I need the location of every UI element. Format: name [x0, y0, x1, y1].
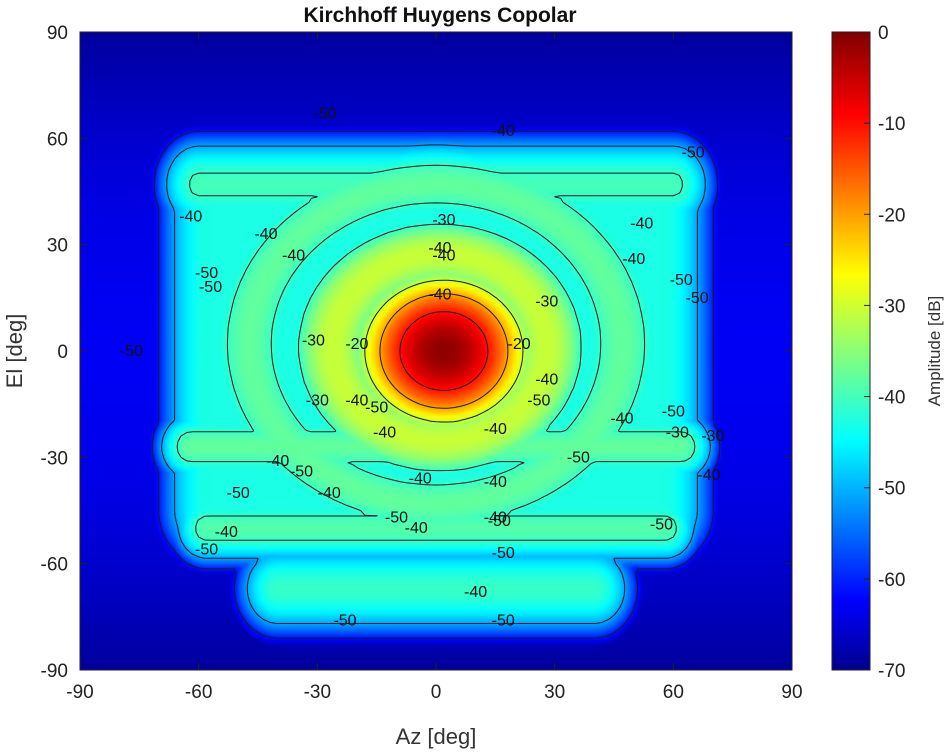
contour-label: -40: [484, 474, 507, 491]
colorbar-tick-label: -10: [878, 114, 905, 135]
contour-label: -50: [195, 541, 218, 558]
colorbar-ticks: 0 -10 -20 -30 -40 -50 -60 -70: [864, 23, 905, 682]
contour-label: -40: [254, 226, 277, 243]
x-tick-label: 0: [431, 682, 442, 703]
y-tick-label: 90: [47, 23, 68, 44]
contour-label: -40: [409, 471, 432, 488]
y-tick-label: 0: [57, 342, 68, 363]
x-tick-label: 90: [781, 682, 802, 703]
contour-lines: [151, 130, 721, 639]
contour-labels: -50-40-50-40-40-40-30-40-40-40-40-50-50-…: [120, 106, 725, 630]
x-tick-label: 60: [663, 682, 684, 703]
contour-line: [151, 130, 721, 639]
contour-label: -40: [373, 425, 396, 442]
contour-label: -50: [120, 343, 143, 360]
x-axis-ticks: -90 -60 -30 0 30 60 90: [66, 32, 803, 703]
contour-label: -40: [215, 524, 238, 541]
heatmap-image: [80, 32, 792, 670]
contour-label: -30: [302, 332, 325, 349]
contour-label: -30: [432, 212, 455, 229]
contour-label: -50: [670, 272, 693, 289]
contour-label: -30: [701, 428, 724, 445]
y-tick-label: 60: [47, 129, 68, 150]
contour-label: -50: [662, 403, 685, 420]
contour-label: -40: [405, 520, 428, 537]
contour-label: -50: [314, 106, 337, 123]
contour-label: -40: [432, 247, 455, 264]
x-axis-label: Az [deg]: [396, 724, 477, 749]
colorbar-tick-label: -70: [878, 661, 905, 682]
contour-line: [379, 293, 509, 409]
contour-label: -40: [630, 215, 653, 232]
y-axis-label: El [deg]: [2, 314, 27, 389]
contour-label: -30: [666, 425, 689, 442]
contour-label: -40: [622, 251, 645, 268]
plot-area: -50-40-50-40-40-40-30-40-40-40-40-50-50-…: [79, 31, 793, 671]
contour-label: -40: [428, 286, 451, 303]
contour-label: -20: [345, 336, 368, 353]
colorbar: 0 -10 -20 -30 -40 -50 -60 -70 Amplitude [dB]: [831, 23, 944, 682]
contour-label: -30: [306, 393, 329, 410]
colorbar-tick-label: -30: [878, 296, 905, 317]
contour-label: -40: [345, 393, 368, 410]
contour-label: -30: [535, 293, 558, 310]
y-tick-label: 30: [47, 236, 68, 257]
contour-line: [176, 164, 696, 541]
colorbar-label: Amplitude [dB]: [925, 296, 944, 407]
x-tick-label: -90: [66, 682, 93, 703]
contour-line: [399, 311, 489, 391]
y-axis-ticks: 90 60 30 0 -30 -60 -90: [41, 23, 792, 682]
contour-label: -50: [682, 145, 705, 162]
contour-label: -50: [333, 612, 356, 629]
contour-label: -40: [610, 410, 633, 427]
y-tick-label: -30: [41, 448, 68, 469]
contour-label: -50: [227, 485, 250, 502]
contour-label: -50: [686, 290, 709, 307]
contour-label: -50: [492, 545, 515, 562]
contour-label: -40: [492, 123, 515, 140]
contour-label: -40: [697, 467, 720, 484]
colorbar-tick-label: 0: [878, 23, 889, 44]
x-tick-label: 30: [544, 682, 565, 703]
contour-line: [161, 144, 711, 624]
contour-line: [364, 279, 524, 423]
colorbar-tick-label: -50: [878, 479, 905, 500]
chart-title: Kirchhoff Huygens Copolar: [303, 4, 576, 27]
contour-label: -40: [428, 240, 451, 257]
contour-label: -50: [492, 612, 515, 629]
contour-label: -40: [266, 453, 289, 470]
colorbar-gradient: [831, 31, 871, 671]
contour-label: -50: [195, 265, 218, 282]
x-tick-label: -60: [185, 682, 212, 703]
contour-label: -40: [484, 421, 507, 438]
contour-label: -50: [567, 449, 590, 466]
contour-label: -50: [365, 400, 388, 417]
contour-label: -40: [282, 247, 305, 264]
contour-label: -50: [527, 393, 550, 410]
x-tick-label: -30: [304, 682, 331, 703]
contour-label: -40: [535, 371, 558, 388]
contour-label: -40: [464, 584, 487, 601]
contour-label: -40: [484, 510, 507, 527]
contour-label: -40: [318, 485, 341, 502]
colorbar-tick-label: -20: [878, 205, 905, 226]
y-tick-label: -60: [41, 555, 68, 576]
y-tick-label: -90: [41, 661, 68, 682]
contour-label: -50: [650, 517, 673, 534]
colorbar-tick-label: -60: [878, 570, 905, 591]
contour-label: -50: [488, 513, 511, 530]
contour-label: -50: [290, 464, 313, 481]
contour-label: -40: [179, 208, 202, 225]
colorbar-tick-label: -40: [878, 388, 905, 409]
contour-label: -20: [508, 336, 531, 353]
contour-label: -50: [385, 510, 408, 527]
contour-label: -50: [199, 279, 222, 296]
